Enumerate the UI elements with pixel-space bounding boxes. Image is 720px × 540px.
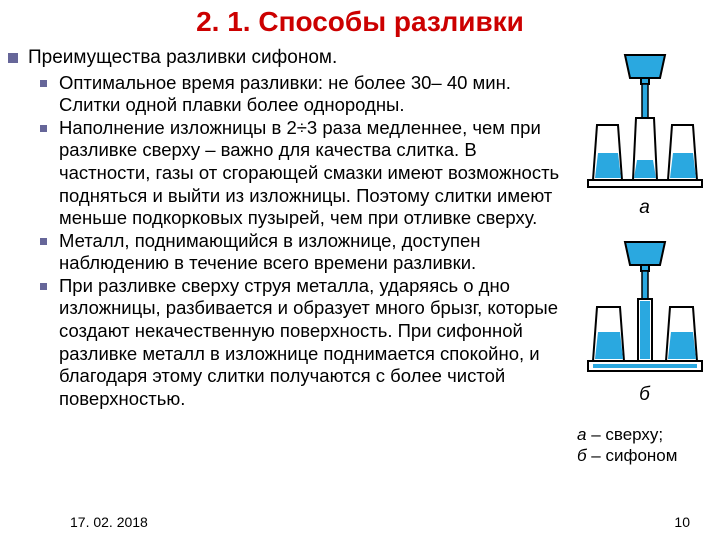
sub-list: Оптимальное время разливки: не более 30–… [8,72,571,410]
main-text: Преимущества разливки сифоном. [28,46,337,70]
sub-text: Оптимальное время разливки: не более 30–… [59,72,571,117]
caption-b: б – сифоном [577,446,677,465]
sub-text: При разливке сверху струя металла, ударя… [59,275,571,410]
page-title: 2. 1. Способы разливки [0,0,720,46]
casting-top-icon [580,50,710,190]
diagram-label-b: б [577,384,712,406]
sub-point: Наполнение изложницы в 2÷3 раза медленне… [40,117,571,230]
bullet-icon [8,53,18,63]
diagram-a: а [577,50,712,219]
footer-page: 10 [674,514,690,530]
diagram-column: а б [577,46,712,467]
main-point: Преимущества разливки сифоном. [8,46,571,70]
sub-point: Металл, поднимающийся в изложнице, досту… [40,230,571,275]
bullet-icon [40,238,47,245]
sub-text: Наполнение изложницы в 2÷3 раза медленне… [59,117,571,230]
sub-point: Оптимальное время разливки: не более 30–… [40,72,571,117]
footer: 17. 02. 2018 10 [0,514,720,530]
caption: а – сверху; б – сифоном [577,424,712,467]
bullet-icon [40,125,47,132]
sub-text: Металл, поднимающийся в изложнице, досту… [59,230,571,275]
caption-a: а – сверху; [577,425,663,444]
bullet-icon [40,283,47,290]
text-column: Преимущества разливки сифоном. Оптимальн… [8,46,577,467]
casting-siphon-icon [580,237,710,377]
bullet-icon [40,80,47,87]
footer-date: 17. 02. 2018 [70,514,148,530]
diagram-b: б [577,237,712,406]
sub-point: При разливке сверху струя металла, ударя… [40,275,571,410]
content: Преимущества разливки сифоном. Оптимальн… [0,46,720,467]
diagram-label-a: а [577,197,712,219]
